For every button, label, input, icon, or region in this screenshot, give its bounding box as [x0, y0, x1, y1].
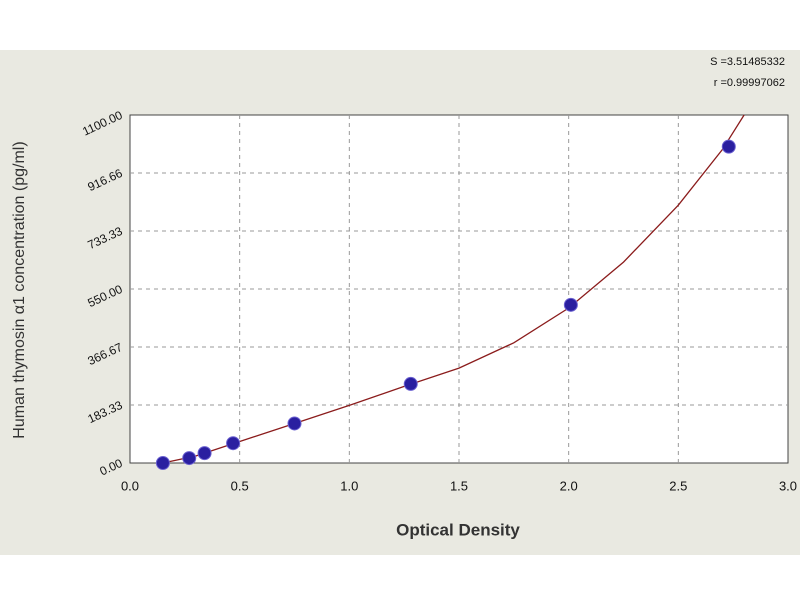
x-tick-label: 0.5 — [231, 478, 249, 493]
data-point — [563, 297, 578, 312]
annotation: r =0.99997062 — [714, 77, 785, 89]
data-point — [197, 446, 212, 461]
data-point — [226, 436, 241, 451]
data-point — [182, 451, 197, 466]
x-tick-label: 1.5 — [450, 478, 468, 493]
y-axis-label: Human thymosin α1 concentration (pg/ml) — [11, 141, 28, 438]
data-point — [721, 139, 736, 154]
x-tick-label: 2.5 — [669, 478, 687, 493]
data-point — [403, 376, 418, 391]
annotation: S =3.51485332 — [710, 56, 785, 68]
x-tick-label: 3.0 — [779, 478, 797, 493]
x-tick-label: 2.0 — [560, 478, 578, 493]
x-tick-label: 0.0 — [121, 478, 139, 493]
x-tick-label: 1.0 — [340, 478, 358, 493]
x-axis-label: Optical Density — [396, 520, 520, 539]
data-point — [155, 456, 170, 470]
data-point — [287, 416, 302, 431]
